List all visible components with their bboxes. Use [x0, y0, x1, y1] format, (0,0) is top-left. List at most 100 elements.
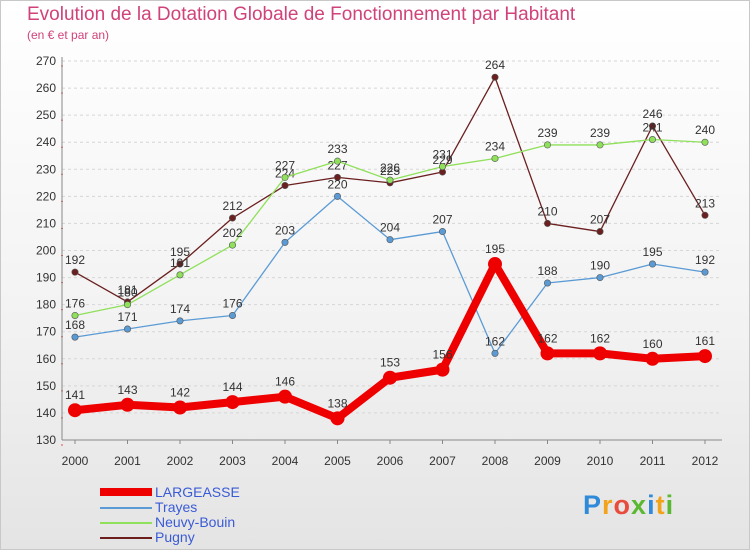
data-point-pugny — [491, 73, 499, 81]
data-point-trayes — [124, 325, 132, 333]
data-label-neuvy-bouin: 191 — [170, 256, 190, 270]
data-label-largeasse: 156 — [432, 348, 452, 362]
data-point-neuvy-bouin — [386, 176, 394, 184]
data-point-trayes — [543, 279, 551, 287]
data-label-trayes: 168 — [65, 318, 85, 332]
y-tick-label: 250 — [36, 108, 56, 122]
data-label-pugny: 212 — [222, 199, 242, 213]
data-point-trayes — [701, 268, 709, 276]
data-label-neuvy-bouin: 240 — [695, 123, 715, 137]
data-point-neuvy-bouin — [648, 136, 656, 144]
data-label-largeasse: 144 — [222, 380, 242, 394]
data-point-trayes — [596, 274, 604, 282]
data-point-pugny — [596, 228, 604, 236]
data-point-neuvy-bouin — [176, 271, 184, 279]
data-label-pugny: 207 — [590, 213, 610, 227]
x-tick-label: 2007 — [429, 454, 456, 468]
y-tick-label: 130 — [36, 433, 56, 447]
logo-letter: i — [647, 490, 656, 520]
data-point-largeasse — [645, 351, 660, 366]
y-tick-label: 260 — [36, 81, 56, 95]
proxiti-logo: Proxiti — [583, 490, 674, 521]
data-label-neuvy-bouin: 227 — [275, 158, 295, 172]
chart-title: Evolution de la Dotation Globale de Fonc… — [27, 4, 576, 25]
data-point-neuvy-bouin — [281, 173, 289, 181]
data-label-neuvy-bouin: 239 — [590, 126, 610, 140]
data-label-trayes: 195 — [642, 245, 662, 259]
data-point-neuvy-bouin — [124, 301, 132, 309]
data-label-pugny: 264 — [485, 58, 505, 72]
data-point-largeasse — [540, 346, 555, 361]
legend-label-largeasse: LARGEASSE — [155, 484, 240, 500]
legend-swatch-largeasse — [100, 488, 152, 496]
y-tick-label: 190 — [36, 271, 56, 285]
chart-subtitle: (en € et par an) — [27, 28, 110, 42]
x-tick-label: 2004 — [272, 454, 299, 468]
data-point-pugny — [333, 173, 341, 181]
data-label-trayes: 203 — [275, 223, 295, 237]
data-label-largeasse: 142 — [170, 386, 190, 400]
data-label-largeasse: 161 — [695, 334, 715, 348]
data-point-neuvy-bouin — [229, 241, 237, 249]
y-tick-label: 210 — [36, 216, 56, 230]
data-point-neuvy-bouin — [491, 154, 499, 162]
x-tick-label: 2009 — [534, 454, 561, 468]
legend-label-neuvy-bouin: Neuvy-Bouin — [155, 514, 236, 530]
data-point-largeasse — [68, 403, 82, 418]
data-point-neuvy-bouin — [71, 311, 79, 319]
data-point-trayes — [648, 260, 656, 268]
x-tick-label: 2005 — [324, 454, 351, 468]
data-point-trayes — [229, 311, 237, 319]
data-point-largeasse — [435, 362, 450, 377]
data-point-trayes — [438, 228, 446, 236]
y-tick-label: 220 — [36, 189, 56, 203]
data-label-largeasse: 195 — [485, 242, 505, 256]
data-label-trayes: 192 — [695, 253, 715, 267]
data-label-pugny: 229 — [432, 153, 452, 167]
data-label-largeasse: 146 — [275, 375, 295, 389]
data-label-trayes: 207 — [432, 213, 452, 227]
data-label-trayes: 190 — [590, 259, 610, 273]
x-tick-label: 2008 — [482, 454, 509, 468]
y-tick-label: 160 — [36, 352, 56, 366]
data-label-largeasse: 162 — [590, 331, 610, 345]
data-label-pugny: 195 — [170, 245, 190, 259]
data-label-trayes: 188 — [537, 264, 557, 278]
data-label-largeasse: 138 — [327, 396, 347, 410]
data-label-neuvy-bouin: 226 — [380, 161, 400, 175]
data-label-trayes: 176 — [222, 296, 242, 310]
logo-letter: t — [655, 490, 666, 520]
data-point-largeasse — [278, 389, 292, 404]
data-label-neuvy-bouin: 233 — [327, 142, 347, 156]
logo-letter: x — [631, 490, 648, 520]
data-point-neuvy-bouin — [333, 157, 341, 165]
data-point-trayes — [71, 333, 79, 341]
data-label-largeasse: 143 — [117, 383, 137, 397]
y-tick-label: 240 — [36, 135, 56, 149]
data-label-pugny: 246 — [642, 107, 662, 121]
data-label-neuvy-bouin: 202 — [222, 226, 242, 240]
logo-letter: i — [665, 490, 675, 520]
y-tick-label: 180 — [36, 298, 56, 312]
y-tick-label: 150 — [36, 379, 56, 393]
legend-swatch-trayes — [100, 507, 152, 509]
data-label-neuvy-bouin: 176 — [65, 296, 85, 310]
data-label-trayes: 162 — [485, 334, 505, 348]
data-point-pugny — [176, 260, 184, 268]
data-point-largeasse — [225, 395, 240, 410]
data-point-largeasse — [593, 346, 607, 361]
x-tick-label: 2003 — [219, 454, 246, 468]
data-point-pugny — [543, 219, 551, 227]
data-label-largeasse: 160 — [642, 337, 662, 351]
data-label-largeasse: 141 — [65, 388, 85, 402]
data-point-trayes — [491, 349, 499, 357]
data-label-pugny: 227 — [327, 158, 347, 172]
data-point-trayes — [386, 236, 394, 244]
data-point-neuvy-bouin — [543, 141, 551, 149]
data-point-pugny — [648, 122, 656, 130]
legend-label-trayes: Trayes — [155, 499, 198, 515]
data-label-largeasse: 153 — [380, 356, 400, 370]
logo-letter: P — [583, 490, 603, 520]
x-tick-label: 2010 — [587, 454, 614, 468]
data-label-trayes: 204 — [380, 221, 400, 235]
